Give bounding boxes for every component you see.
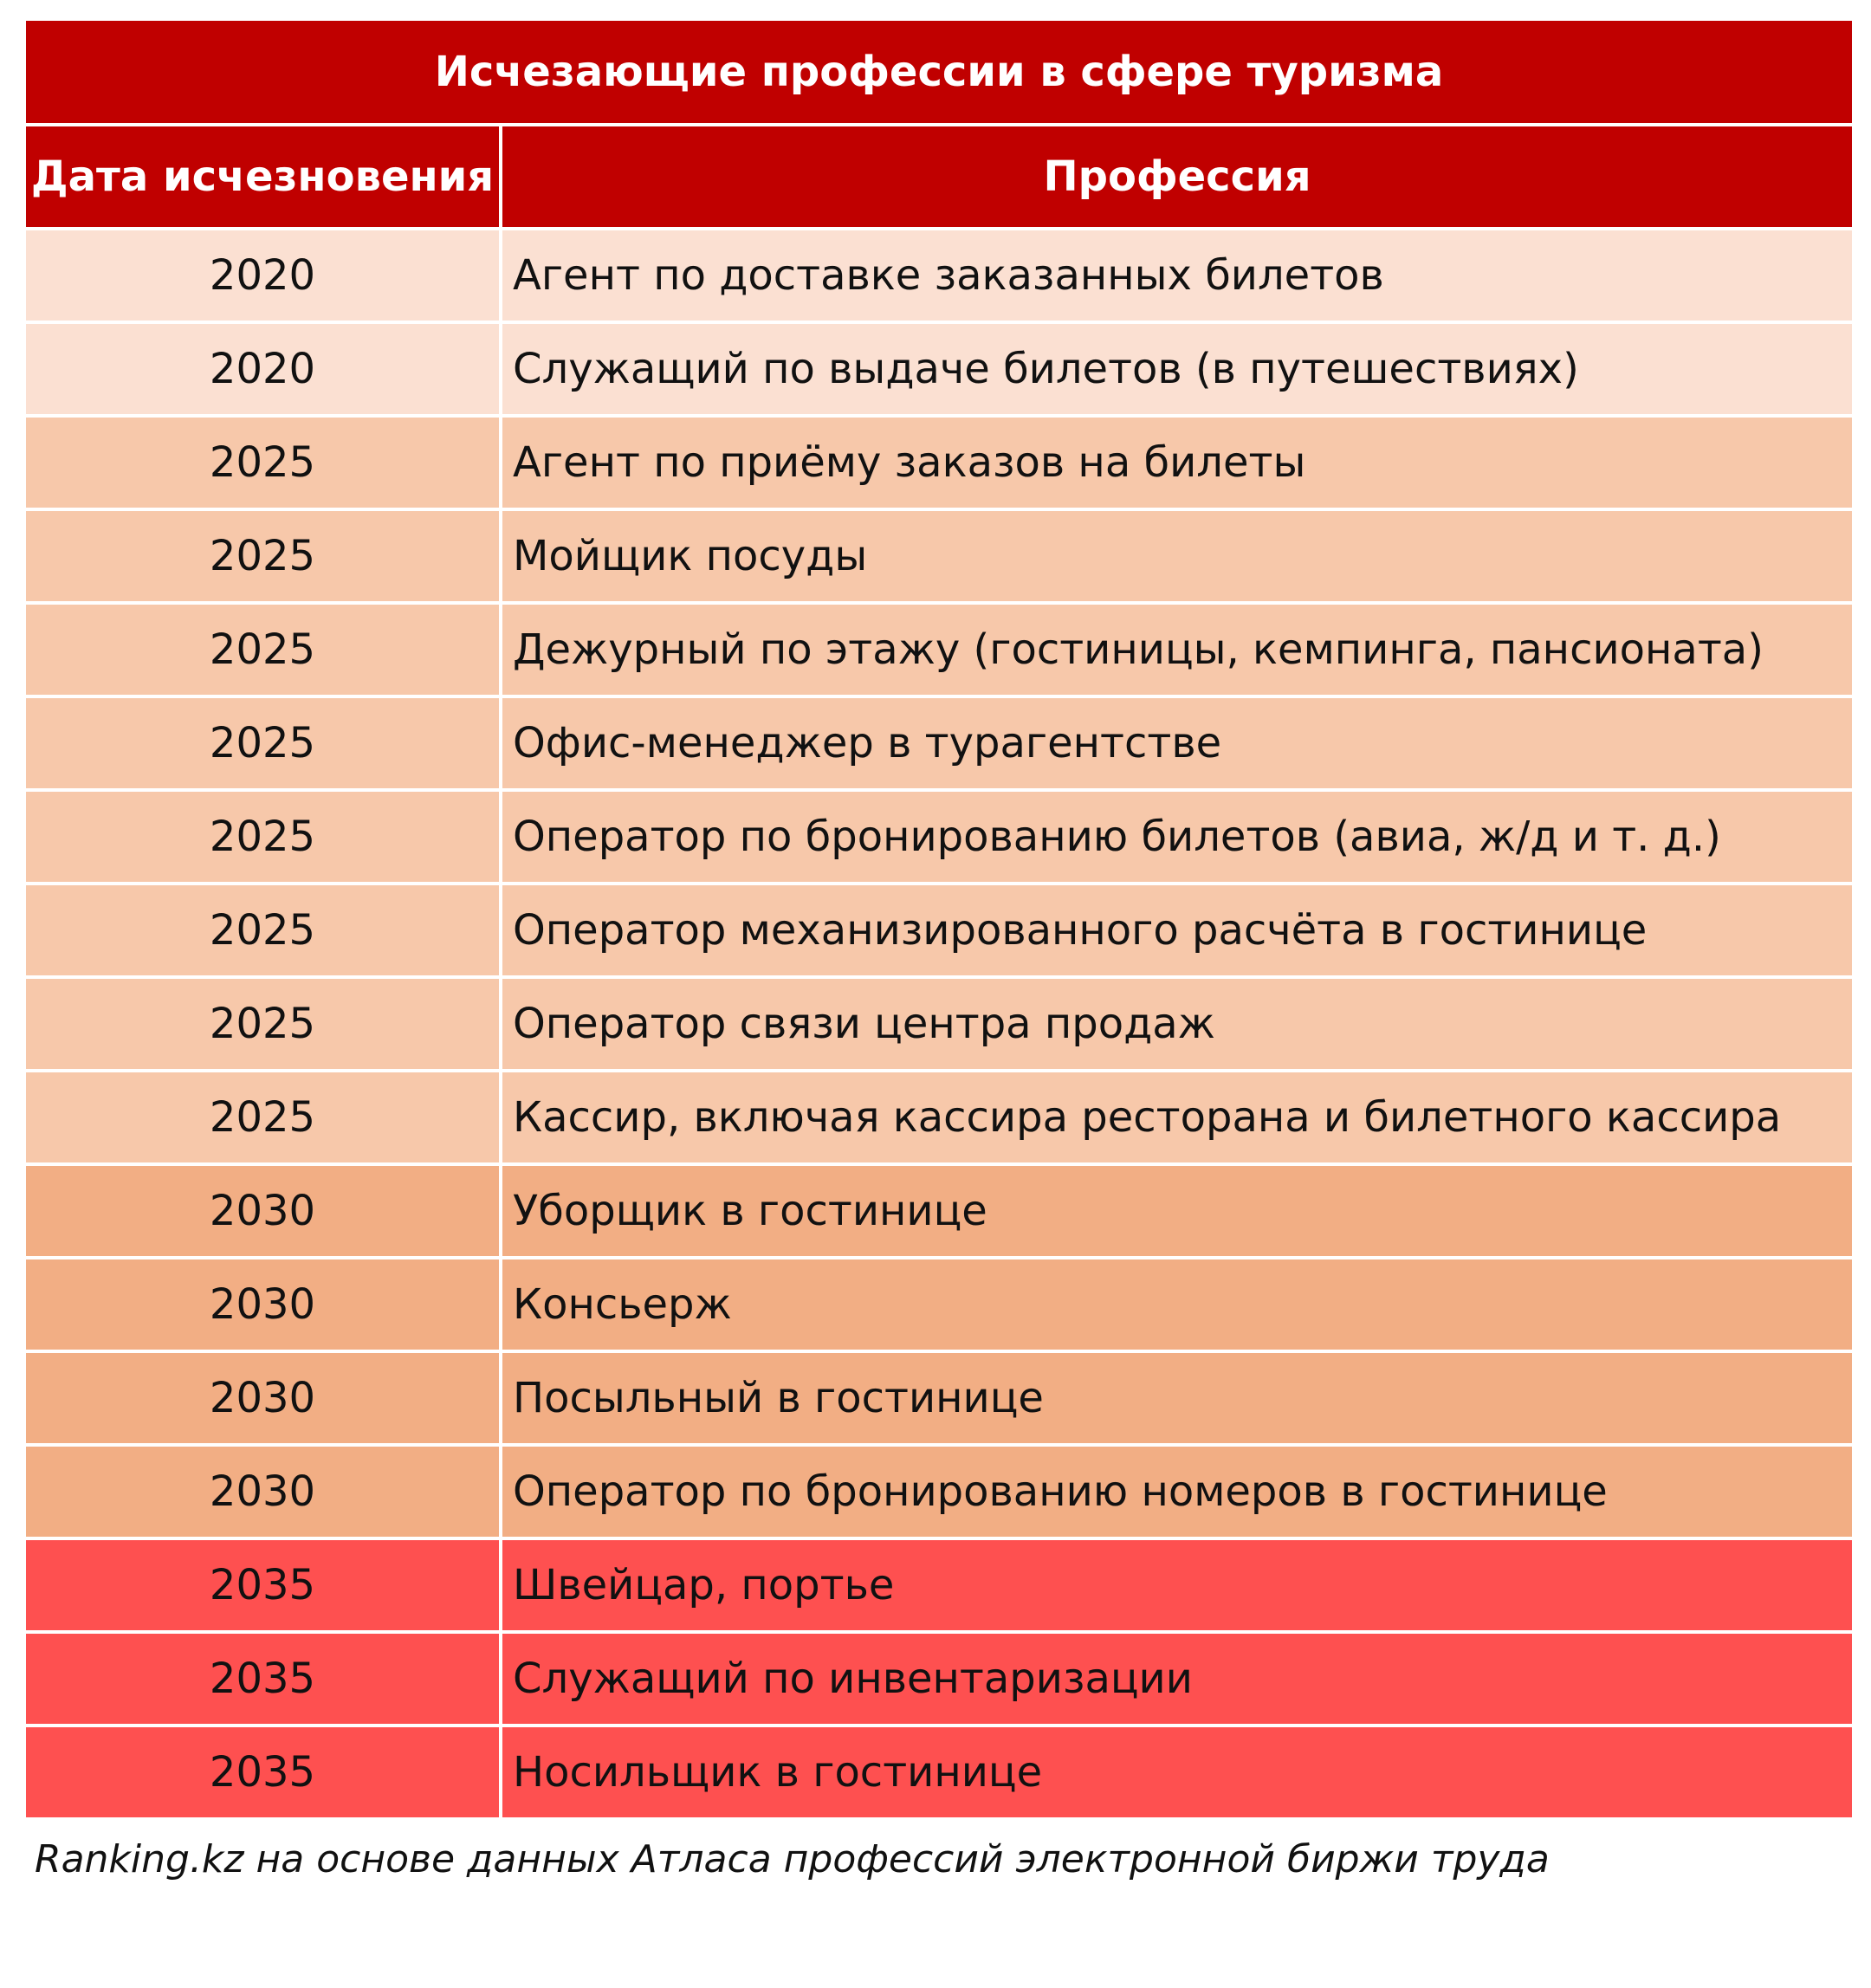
table-row: 2025 Оператор механизированного расчёта в… <box>23 882 1855 979</box>
year-cell: 2025 <box>23 601 502 698</box>
year-cell: 2030 <box>23 1256 502 1353</box>
year-cell: 2025 <box>23 975 502 1072</box>
year-cell: 2025 <box>23 695 502 792</box>
profession-cell: Швейцар, портье <box>499 1537 1855 1634</box>
column-header-date: Дата исчезновения <box>23 123 502 230</box>
profession-cell: Носильщик в гостинице <box>499 1724 1855 1821</box>
table-row: 2035 Швейцар, портье <box>23 1537 1855 1634</box>
year-cell: 2020 <box>23 227 502 324</box>
table-title-row: Исчезающие профессии в сфере туризма <box>23 17 1855 126</box>
table-row: 2030 Оператор по бронированию номеров в г… <box>23 1443 1855 1540</box>
profession-cell: Кассир, включая кассира ресторана и биле… <box>499 1069 1855 1166</box>
profession-cell: Мойщик посуды <box>499 508 1855 605</box>
year-cell: 2025 <box>23 1069 502 1166</box>
table-row: 2030 Посыльный в гостинице <box>23 1350 1855 1447</box>
table-title: Исчезающие профессии в сфере туризма <box>23 17 1855 126</box>
profession-cell: Уборщик в гостинице <box>499 1162 1855 1259</box>
profession-cell: Консьерж <box>499 1256 1855 1353</box>
year-cell: 2025 <box>23 508 502 605</box>
profession-cell: Дежурный по этажу (гостиницы, кемпинга, … <box>499 601 1855 698</box>
year-cell: 2025 <box>23 788 502 885</box>
year-cell: 2035 <box>23 1630 502 1727</box>
table-header-row: Дата исчезновения Профессия <box>23 123 1855 230</box>
table-row: 2025 Офис-менеджер в турагентстве <box>23 695 1855 792</box>
year-cell: 2035 <box>23 1537 502 1634</box>
table-row: 2025 Дежурный по этажу (гостиницы, кемпин… <box>23 601 1855 698</box>
table-row: 2025 Агент по приёму заказов на билеты <box>23 414 1855 511</box>
table-row: 2025 Мойщик посуды <box>23 508 1855 605</box>
year-cell: 2030 <box>23 1443 502 1540</box>
table-row: 2020 Служащий по выдаче билетов (в путеше… <box>23 321 1855 418</box>
source-note: Ranking.kz на основе данных Атласа профе… <box>23 1817 1855 1901</box>
profession-cell: Посыльный в гостинице <box>499 1350 1855 1447</box>
table-row: 2025 Оператор связи центра продаж <box>23 975 1855 1072</box>
year-cell: 2025 <box>23 414 502 511</box>
year-cell: 2030 <box>23 1350 502 1447</box>
source-row: Ranking.kz на основе данных Атласа профе… <box>23 1817 1855 1901</box>
profession-cell: Служащий по инвентаризации <box>499 1630 1855 1727</box>
profession-cell: Служащий по выдаче билетов (в путешестви… <box>499 321 1855 418</box>
profession-cell: Агент по приёму заказов на билеты <box>499 414 1855 511</box>
column-header-profession: Профессия <box>499 123 1855 230</box>
table-row: 2030 Консьерж <box>23 1256 1855 1353</box>
profession-cell: Оператор по бронированию номеров в гости… <box>499 1443 1855 1540</box>
table-row: 2020 Агент по доставке заказанных билетов <box>23 227 1855 324</box>
professions-table: Исчезающие профессии в сфере туризма Дат… <box>23 17 1855 1901</box>
table-row: 2035 Носильщик в гостинице <box>23 1724 1855 1821</box>
year-cell: 2020 <box>23 321 502 418</box>
year-cell: 2025 <box>23 882 502 979</box>
table-row: 2025 Оператор по бронированию билетов (ав… <box>23 788 1855 885</box>
year-cell: 2035 <box>23 1724 502 1821</box>
table-row: 2035 Служащий по инвентаризации <box>23 1630 1855 1727</box>
table-row: 2025 Кассир, включая кассира ресторана и … <box>23 1069 1855 1166</box>
profession-cell: Оператор по бронированию билетов (авиа, … <box>499 788 1855 885</box>
profession-cell: Офис-менеджер в турагентстве <box>499 695 1855 792</box>
profession-cell: Оператор связи центра продаж <box>499 975 1855 1072</box>
profession-cell: Агент по доставке заказанных билетов <box>499 227 1855 324</box>
year-cell: 2030 <box>23 1162 502 1259</box>
profession-cell: Оператор механизированного расчёта в гос… <box>499 882 1855 979</box>
table-row: 2030 Уборщик в гостинице <box>23 1162 1855 1259</box>
